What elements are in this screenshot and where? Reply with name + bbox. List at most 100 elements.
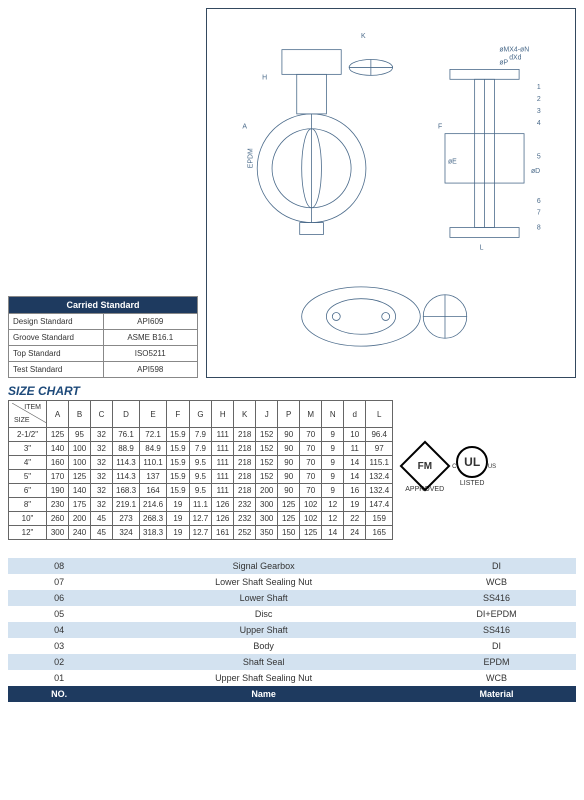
size-header: d (344, 401, 366, 428)
part-no: 01 (8, 670, 110, 686)
part-material: SS416 (417, 590, 576, 606)
size-header: C (91, 401, 113, 428)
part-no: 07 (8, 574, 110, 590)
size-header: N (322, 401, 344, 428)
part-material: DI (417, 638, 576, 654)
size-cell: 32 (91, 484, 113, 498)
carried-label: Top Standard (9, 346, 104, 362)
svg-text:L: L (480, 244, 484, 251)
size-cell: 19 (167, 512, 190, 526)
size-cell: 114.3 (113, 456, 140, 470)
size-header: A (47, 401, 69, 428)
size-cell: 240 (69, 526, 91, 540)
size-header: G (189, 401, 212, 428)
size-cell: 125 (278, 512, 300, 526)
certification-badges: FM APPROVED C UL US LISTED (405, 440, 488, 493)
part-material: WCB (417, 670, 576, 686)
size-cell: 137 (140, 470, 167, 484)
size-cell: 16 (344, 484, 366, 498)
size-cell: 102 (300, 512, 322, 526)
part-no: 04 (8, 622, 110, 638)
size-cell: 9.5 (189, 470, 212, 484)
size-cell: 111 (212, 470, 234, 484)
size-cell: 350 (256, 526, 278, 540)
size-cell: 84.9 (140, 442, 167, 456)
size-cell: 165 (366, 526, 393, 540)
size-header: H (212, 401, 234, 428)
part-no: 06 (8, 590, 110, 606)
size-row: 12"30024045324318.31912.7161252350150125… (9, 526, 393, 540)
parts-row: 06Lower ShaftSS416 (8, 590, 576, 606)
size-corner-bottom: SIZE (14, 417, 30, 424)
size-cell: 152 (256, 428, 278, 442)
carried-label: Test Standard (9, 362, 104, 378)
size-cell: 14 (322, 526, 344, 540)
svg-text:1: 1 (537, 84, 541, 91)
part-material: EPDM (417, 654, 576, 670)
svg-text:5: 5 (537, 153, 541, 160)
size-cell: 96.4 (366, 428, 393, 442)
size-cell: 114.3 (113, 470, 140, 484)
size-cell: 9.5 (189, 456, 212, 470)
size-cell: 218 (234, 442, 256, 456)
svg-text:H: H (263, 74, 268, 81)
svg-text:dXd: dXd (510, 55, 522, 62)
part-name: Upper Shaft Sealing Nut (110, 670, 417, 686)
size-row: 8"23017532219.1214.61911.112623230012510… (9, 498, 393, 512)
size-cell: 200 (69, 512, 91, 526)
size-label: 5" (9, 470, 47, 484)
size-corner-top: ITEM (24, 404, 41, 411)
size-cell: 200 (256, 484, 278, 498)
size-header: E (140, 401, 167, 428)
size-cell: 232 (234, 512, 256, 526)
parts-row: 03BodyDI (8, 638, 576, 654)
size-cell: 161 (212, 526, 234, 540)
size-label: 8" (9, 498, 47, 512)
part-material: DI (417, 558, 576, 574)
size-cell: 7.9 (189, 442, 212, 456)
size-chart-table: ITEM SIZE ABCDEFGHKJPMNdL 2-1/2"12595327… (8, 400, 393, 540)
size-cell: 7.9 (189, 428, 212, 442)
size-cell: 260 (47, 512, 69, 526)
size-cell: 15.9 (167, 484, 190, 498)
size-cell: 70 (300, 456, 322, 470)
left-column: Carried Standard Design StandardAPI609Gr… (8, 36, 198, 378)
size-cell: 19 (167, 498, 190, 512)
size-cell: 45 (91, 526, 113, 540)
size-cell: 9 (322, 456, 344, 470)
size-chart-row: ITEM SIZE ABCDEFGHKJPMNdL 2-1/2"12595327… (8, 400, 576, 540)
size-cell: 140 (69, 484, 91, 498)
carried-value: ISO5211 (103, 346, 198, 362)
part-name: Lower Shaft Sealing Nut (110, 574, 417, 590)
size-cell: 147.4 (366, 498, 393, 512)
size-cell: 19 (344, 498, 366, 512)
size-cell: 15.9 (167, 470, 190, 484)
part-material: WCB (417, 574, 576, 590)
size-cell: 97 (366, 442, 393, 456)
size-cell: 88.9 (113, 442, 140, 456)
size-cell: 72.1 (140, 428, 167, 442)
size-cell: 125 (300, 526, 322, 540)
svg-text:3: 3 (537, 108, 541, 115)
size-cell: 152 (256, 470, 278, 484)
size-cell: 150 (278, 526, 300, 540)
size-cell: 76.1 (113, 428, 140, 442)
size-row: 2-1/2"125953276.172.115.97.9111218152907… (9, 428, 393, 442)
size-cell: 24 (344, 526, 366, 540)
size-cell: 90 (278, 428, 300, 442)
size-cell: 300 (47, 526, 69, 540)
parts-row: 07Lower Shaft Sealing NutWCB (8, 574, 576, 590)
part-name: Lower Shaft (110, 590, 417, 606)
size-cell: 232 (234, 498, 256, 512)
fm-approved-badge: FM APPROVED (405, 440, 444, 493)
size-cell: 218 (234, 484, 256, 498)
size-cell: 11.1 (189, 498, 212, 512)
svg-text:F: F (438, 124, 442, 131)
size-row: 6"19014032168.316415.99.5111218200907091… (9, 484, 393, 498)
size-cell: 111 (212, 428, 234, 442)
size-cell: 14 (344, 470, 366, 484)
size-cell: 324 (113, 526, 140, 540)
size-cell: 70 (300, 484, 322, 498)
size-header: D (113, 401, 140, 428)
size-cell: 100 (69, 442, 91, 456)
